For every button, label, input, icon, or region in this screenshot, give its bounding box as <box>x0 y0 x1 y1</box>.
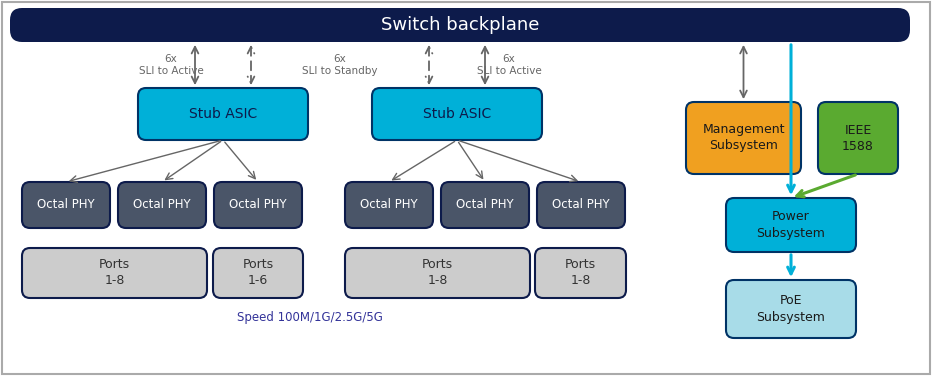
FancyBboxPatch shape <box>726 198 856 252</box>
FancyBboxPatch shape <box>535 248 626 298</box>
FancyBboxPatch shape <box>537 182 625 228</box>
Text: Octal PHY: Octal PHY <box>360 199 418 211</box>
Text: 6x
SLI to Active: 6x SLI to Active <box>476 54 541 76</box>
Text: Stub ASIC: Stub ASIC <box>189 107 257 121</box>
Text: 6x
SLI to Standby: 6x SLI to Standby <box>302 54 377 76</box>
Text: Management
Subsystem: Management Subsystem <box>702 123 785 153</box>
Text: Stub ASIC: Stub ASIC <box>423 107 491 121</box>
Text: Power
Subsystem: Power Subsystem <box>757 211 826 240</box>
Text: Octal PHY: Octal PHY <box>37 199 95 211</box>
Text: PoE
Subsystem: PoE Subsystem <box>757 294 826 323</box>
Text: Ports
1-8: Ports 1-8 <box>99 259 130 288</box>
FancyBboxPatch shape <box>686 102 801 174</box>
FancyBboxPatch shape <box>726 280 856 338</box>
FancyBboxPatch shape <box>22 182 110 228</box>
FancyBboxPatch shape <box>818 102 898 174</box>
FancyBboxPatch shape <box>372 88 542 140</box>
Text: Octal PHY: Octal PHY <box>229 199 287 211</box>
FancyBboxPatch shape <box>345 182 433 228</box>
FancyBboxPatch shape <box>10 8 910 42</box>
Text: Ports
1-8: Ports 1-8 <box>565 259 596 288</box>
FancyBboxPatch shape <box>345 248 530 298</box>
Text: IEEE
1588: IEEE 1588 <box>843 123 874 153</box>
FancyBboxPatch shape <box>22 248 207 298</box>
Text: Octal PHY: Octal PHY <box>133 199 191 211</box>
Text: Ports
1-8: Ports 1-8 <box>422 259 453 288</box>
Text: Switch backplane: Switch backplane <box>381 16 540 34</box>
Text: 6x
SLI to Active: 6x SLI to Active <box>139 54 203 76</box>
Text: Octal PHY: Octal PHY <box>552 199 610 211</box>
FancyBboxPatch shape <box>118 182 206 228</box>
FancyBboxPatch shape <box>441 182 529 228</box>
FancyBboxPatch shape <box>213 248 303 298</box>
Text: Speed 100M/1G/2.5G/5G: Speed 100M/1G/2.5G/5G <box>237 311 383 324</box>
Text: Ports
1-6: Ports 1-6 <box>242 259 274 288</box>
Text: Octal PHY: Octal PHY <box>456 199 514 211</box>
FancyBboxPatch shape <box>214 182 302 228</box>
FancyBboxPatch shape <box>138 88 308 140</box>
